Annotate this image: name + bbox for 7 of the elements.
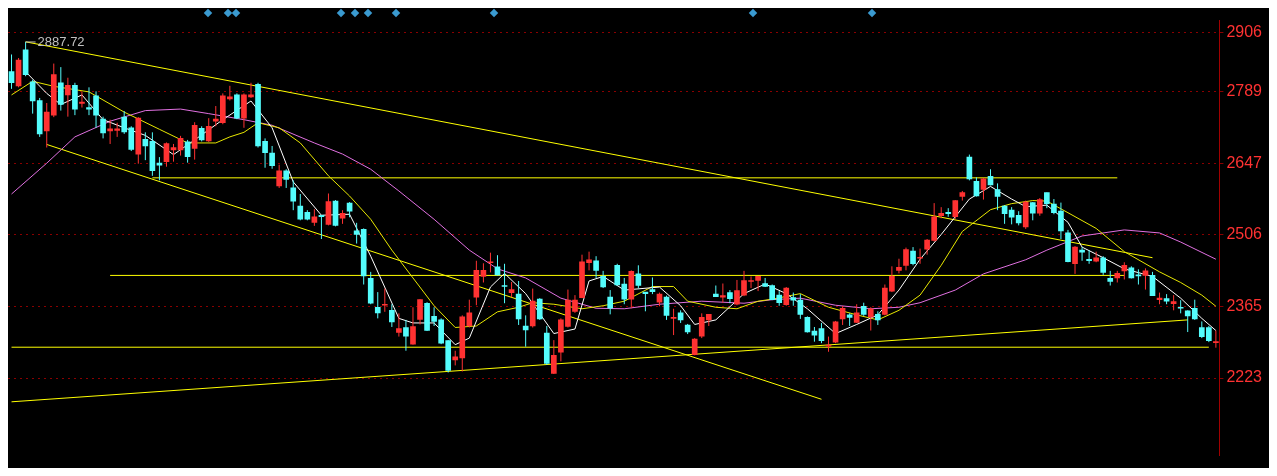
y-tick-label: 2223 [1226, 368, 1263, 386]
y-tick-label: 2506 [1226, 225, 1263, 243]
y-tick-label: 2365 [1226, 296, 1263, 314]
annotation: 2887.72 [37, 33, 85, 49]
y-tick-label: 2906 [1226, 23, 1263, 41]
y-tick-label: 2789 [1226, 82, 1263, 100]
y-tick-label: 2647 [1226, 154, 1263, 172]
